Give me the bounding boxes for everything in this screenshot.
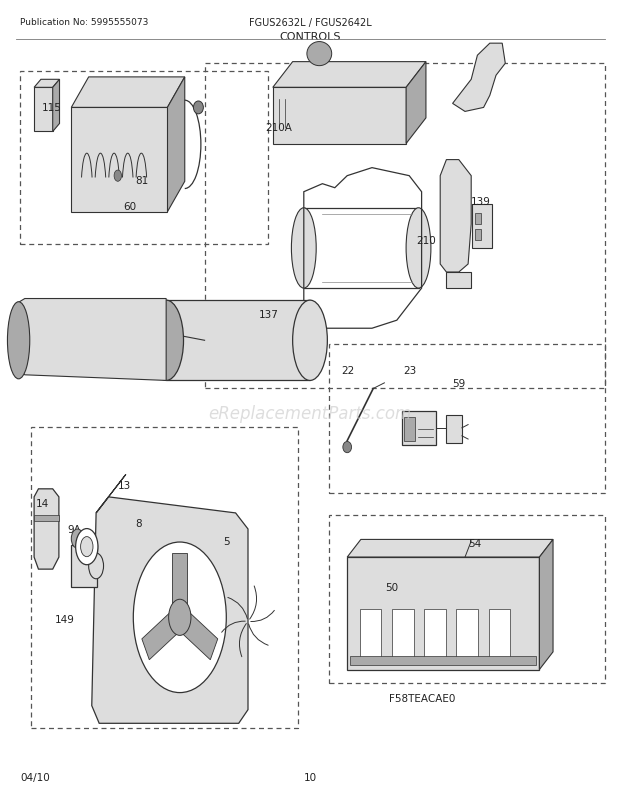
Polygon shape	[273, 63, 426, 88]
Ellipse shape	[76, 529, 98, 565]
Polygon shape	[92, 497, 248, 723]
Polygon shape	[34, 80, 60, 88]
Polygon shape	[176, 607, 218, 660]
Ellipse shape	[406, 209, 431, 289]
Text: 13: 13	[118, 480, 131, 490]
Text: CONTROLS: CONTROLS	[279, 32, 341, 42]
Text: 23: 23	[403, 366, 416, 375]
Bar	[392, 610, 414, 658]
Polygon shape	[142, 607, 184, 660]
Ellipse shape	[293, 301, 327, 381]
Bar	[456, 610, 478, 658]
Bar	[475, 213, 481, 225]
Bar	[71, 108, 167, 213]
Text: 139: 139	[471, 197, 491, 207]
Polygon shape	[440, 160, 471, 273]
Bar	[304, 209, 419, 289]
Bar	[34, 515, 59, 521]
Text: 22: 22	[341, 366, 354, 375]
Text: 210A: 210A	[265, 124, 292, 133]
Polygon shape	[347, 540, 553, 557]
Polygon shape	[53, 80, 60, 132]
Bar	[404, 417, 415, 441]
Polygon shape	[96, 475, 126, 513]
Text: FGUS2632L / FGUS2642L: FGUS2632L / FGUS2642L	[249, 18, 371, 27]
Ellipse shape	[291, 209, 316, 289]
Bar	[475, 229, 481, 241]
Ellipse shape	[71, 529, 84, 549]
Bar	[472, 205, 492, 249]
Bar	[329, 515, 604, 683]
Polygon shape	[167, 78, 185, 213]
Bar	[71, 545, 97, 587]
Polygon shape	[539, 540, 553, 670]
Bar	[329, 345, 604, 493]
Ellipse shape	[81, 537, 93, 557]
Text: 9: 9	[79, 545, 86, 554]
Bar	[166, 301, 310, 381]
Polygon shape	[453, 44, 505, 112]
Text: Publication No: 5995555073: Publication No: 5995555073	[20, 18, 149, 26]
Polygon shape	[406, 63, 426, 144]
Polygon shape	[172, 553, 187, 618]
Ellipse shape	[7, 302, 30, 379]
Text: 14: 14	[36, 499, 49, 508]
Text: 50: 50	[386, 582, 399, 592]
Text: 10: 10	[303, 772, 317, 782]
Polygon shape	[446, 273, 471, 289]
Ellipse shape	[307, 43, 332, 67]
Bar	[424, 610, 446, 658]
Ellipse shape	[114, 171, 122, 182]
Bar	[347, 557, 539, 670]
Bar	[20, 72, 268, 245]
Ellipse shape	[193, 102, 203, 115]
Bar	[273, 88, 406, 144]
Text: eReplacementParts.com: eReplacementParts.com	[208, 404, 412, 422]
Bar	[350, 656, 536, 666]
Bar	[402, 411, 436, 445]
Polygon shape	[34, 489, 59, 569]
Ellipse shape	[343, 442, 352, 453]
Polygon shape	[16, 299, 166, 381]
Text: 5: 5	[223, 537, 230, 546]
Polygon shape	[71, 78, 185, 108]
Text: 60: 60	[123, 202, 136, 212]
Text: 59: 59	[453, 379, 466, 388]
Text: 54: 54	[468, 539, 481, 549]
Text: 04/10: 04/10	[20, 772, 50, 782]
Bar	[31, 427, 298, 728]
Bar	[446, 415, 462, 444]
Text: F58TEACAE0: F58TEACAE0	[389, 693, 456, 703]
Ellipse shape	[169, 600, 191, 635]
Ellipse shape	[89, 553, 104, 579]
Text: 210: 210	[417, 236, 436, 245]
Text: 81: 81	[135, 176, 148, 185]
Polygon shape	[34, 88, 53, 132]
Text: 9A: 9A	[67, 525, 81, 534]
Bar	[205, 64, 604, 389]
Ellipse shape	[149, 301, 184, 381]
Bar	[489, 610, 510, 658]
Text: 115: 115	[42, 103, 62, 113]
Text: 149: 149	[55, 614, 74, 624]
Ellipse shape	[133, 542, 226, 693]
Text: 137: 137	[259, 310, 279, 319]
Text: 8: 8	[135, 518, 142, 528]
Bar	[360, 610, 381, 658]
